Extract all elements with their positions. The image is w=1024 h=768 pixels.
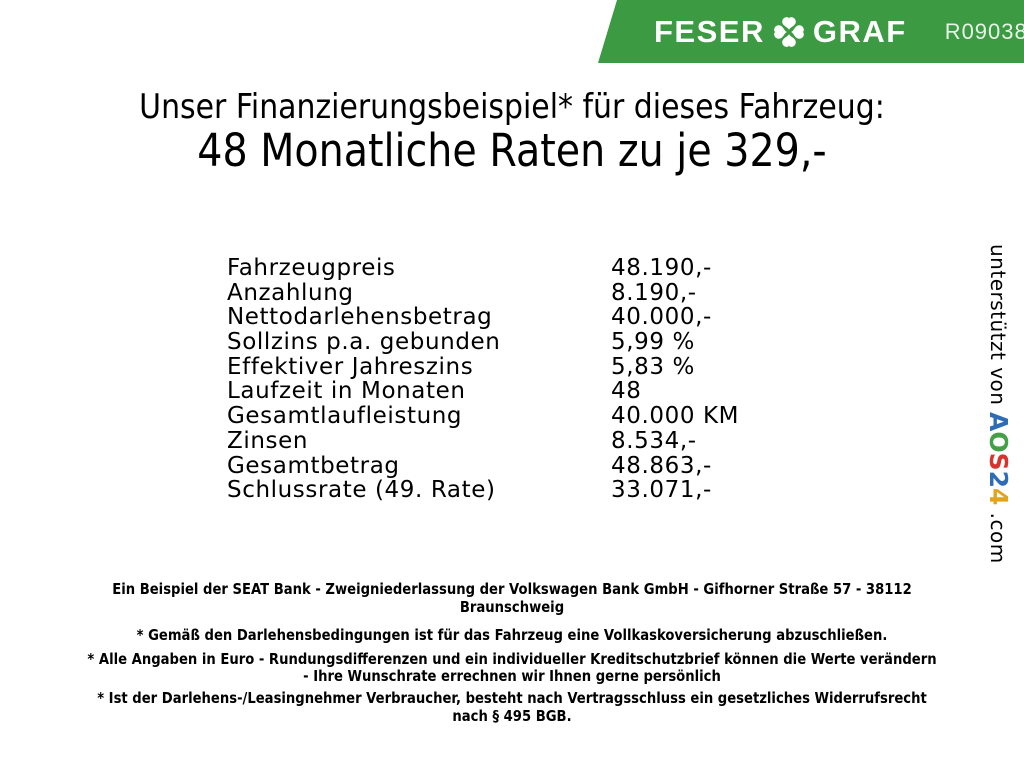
row-value: 40.000 KM (611, 403, 740, 430)
row-value: 40.000,- (611, 304, 712, 331)
offer-subtitle: 48 Monatliche Raten zu je 329,- (197, 124, 827, 178)
offer-headline: Unser Finanzierungsbeispiel* für dieses … (0, 88, 1024, 176)
brand-banner: FESER GRAF R090385 (598, 0, 1024, 63)
row-label: Effektiver Jahreszins (227, 353, 474, 380)
aos24-letter: O (984, 431, 1013, 453)
row-value: 5,83 % (611, 353, 695, 380)
row-label: Fahrzeugpreis (227, 255, 396, 281)
table-row: Laufzeit in Monaten 48 (227, 379, 739, 404)
row-label: Anzahlung (227, 279, 354, 306)
finance-table: Fahrzeugpreis 48.190,- Anzahlung 8.190,-… (227, 256, 739, 503)
row-value: 48.190,- (611, 255, 712, 281)
row-label: Zinsen (227, 427, 309, 454)
row-label: Sollzins p.a. gebunden (227, 329, 501, 356)
brand-logo: FESER GRAF (654, 14, 907, 50)
row-label: Nettodarlehensbetrag (227, 304, 493, 331)
disclaimer-line: * Alle Angaben in Euro - Rundungsdiffere… (87, 649, 937, 668)
disclaimer-bank: Ein Beispiel der SEAT Bank - Zweignieder… (0, 580, 1024, 616)
table-row: Anzahlung 8.190,- (227, 279, 739, 306)
row-label: Laufzeit in Monaten (227, 378, 466, 405)
row-value: 8.534,- (611, 427, 697, 454)
row-label: Schlussrate (49. Rate) (227, 477, 496, 504)
disclaimer-insurance: * Gemäß den Darlehensbedingungen ist für… (0, 627, 1024, 645)
table-row: Gesamtlaufleistung 40.000 KM (227, 404, 739, 429)
footer-disclaimer: Ein Beispiel der SEAT Bank - Zweignieder… (0, 580, 1024, 725)
table-row: Gesamtbetrag 48.863,- (227, 452, 739, 479)
table-row: Sollzins p.a. gebunden 5,99 % (227, 330, 739, 355)
table-row: Schlussrate (49. Rate) 33.071,- (227, 478, 739, 503)
table-row: Nettodarlehensbetrag 40.000,- (227, 305, 739, 330)
brand-name-left: FESER (654, 13, 765, 49)
disclaimer-line: Braunschweig (459, 597, 565, 616)
offer-title: Unser Finanzierungsbeispiel* für dieses … (139, 87, 885, 127)
row-label: Gesamtbetrag (227, 452, 400, 479)
disclaimer-withdrawal: * Ist der Darlehens-/Leasingnehmer Verbr… (0, 688, 1024, 725)
row-value: 5,99 % (611, 329, 695, 356)
row-value: 48 (611, 378, 642, 405)
table-row: Effektiver Jahreszins 5,83 % (227, 355, 739, 380)
disclaimer-line: - Ihre Wunschrate errechnen wir Ihnen ge… (303, 667, 721, 686)
disclaimer-line: nach § 495 BGB. (452, 706, 572, 725)
aos24-logo: AOS24 (984, 412, 1013, 506)
row-label: Gesamtlaufleistung (227, 403, 463, 430)
table-row: Zinsen 8.534,- (227, 429, 739, 454)
aos24-letter: A (984, 412, 1013, 432)
brand-banner-content: FESER GRAF R090385 (598, 14, 1024, 50)
brand-name-right: GRAF (812, 13, 907, 49)
supporter-sidebar: unterstützt von AOS24 .com (984, 244, 1013, 564)
row-value: 33.071,- (611, 477, 712, 504)
disclaimer-line: * Ist der Darlehens-/Leasingnehmer Verbr… (97, 688, 927, 707)
row-value: 8.190,- (611, 279, 697, 306)
aos24-letter: 4 (984, 488, 1013, 506)
aos24-letter: S (984, 452, 1013, 471)
disclaimer-line: * Gemäß den Darlehensbedingungen ist für… (136, 626, 888, 645)
disclaimer-values: * Alle Angaben in Euro - Rundungsdiffere… (0, 649, 1024, 686)
row-value: 48.863,- (611, 452, 712, 479)
reference-number: R090385 (944, 18, 1024, 44)
aos24-letter: 2 (984, 470, 1013, 489)
clover-icon (773, 16, 804, 47)
disclaimer-line: Ein Beispiel der SEAT Bank - Zweignieder… (112, 580, 912, 598)
aos24-domain-suffix: .com (986, 505, 1010, 564)
supporter-text: unterstützt von (986, 244, 1010, 413)
table-row: Fahrzeugpreis 48.190,- (227, 256, 739, 281)
